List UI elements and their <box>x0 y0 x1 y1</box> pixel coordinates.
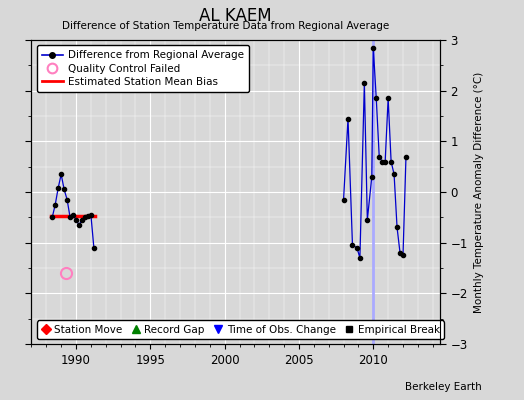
Legend: Station Move, Record Gap, Time of Obs. Change, Empirical Break: Station Move, Record Gap, Time of Obs. C… <box>37 320 444 339</box>
Y-axis label: Monthly Temperature Anomaly Difference (°C): Monthly Temperature Anomaly Difference (… <box>474 71 484 313</box>
Text: Berkeley Earth: Berkeley Earth <box>406 382 482 392</box>
Title: AL KAEM: AL KAEM <box>200 6 272 24</box>
Text: Difference of Station Temperature Data from Regional Average: Difference of Station Temperature Data f… <box>62 21 389 31</box>
